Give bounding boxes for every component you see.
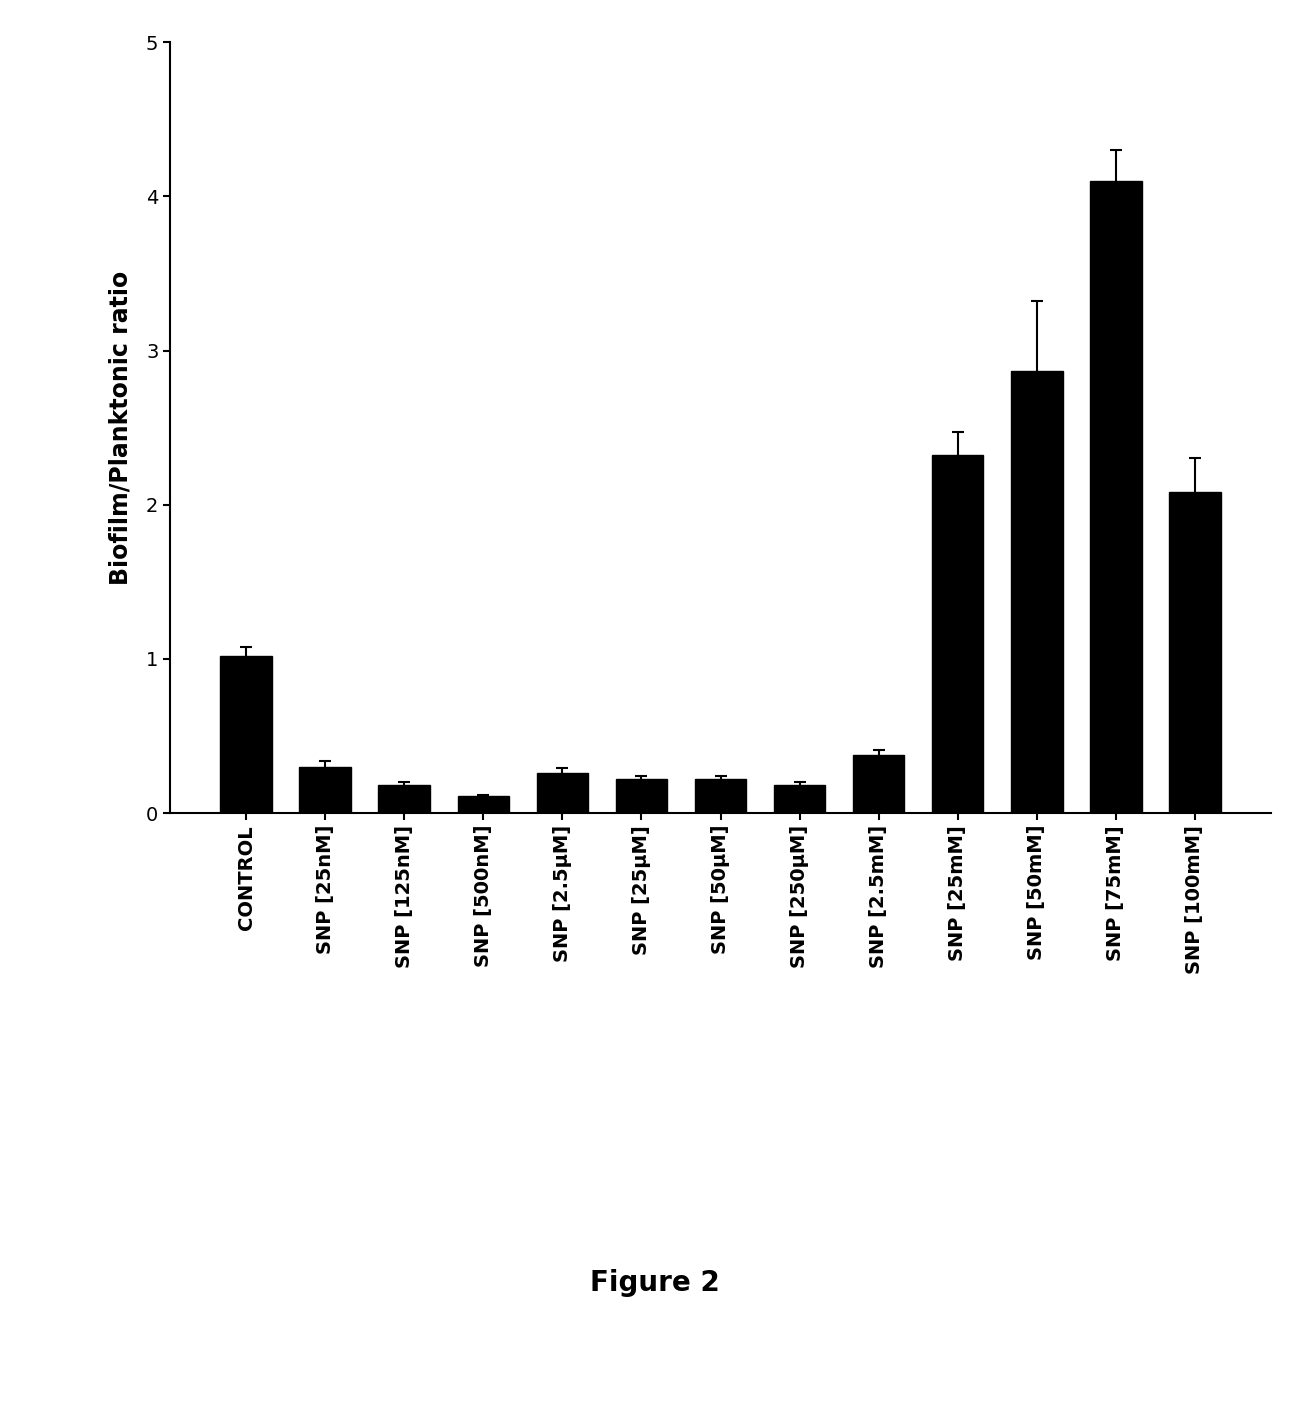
Bar <box>1090 181 1141 813</box>
Bar <box>379 785 430 813</box>
Bar <box>537 773 588 813</box>
Bar <box>616 780 667 813</box>
Y-axis label: Biofilm/Planktonic ratio: Biofilm/Planktonic ratio <box>109 271 132 585</box>
Bar <box>457 796 510 813</box>
Bar <box>931 456 984 813</box>
Bar <box>1011 370 1062 813</box>
Text: Figure 2: Figure 2 <box>590 1269 720 1297</box>
Bar <box>694 780 747 813</box>
Bar <box>1170 492 1221 813</box>
Bar <box>300 767 351 813</box>
Bar <box>220 656 271 813</box>
Bar <box>853 754 904 813</box>
Bar <box>774 785 825 813</box>
